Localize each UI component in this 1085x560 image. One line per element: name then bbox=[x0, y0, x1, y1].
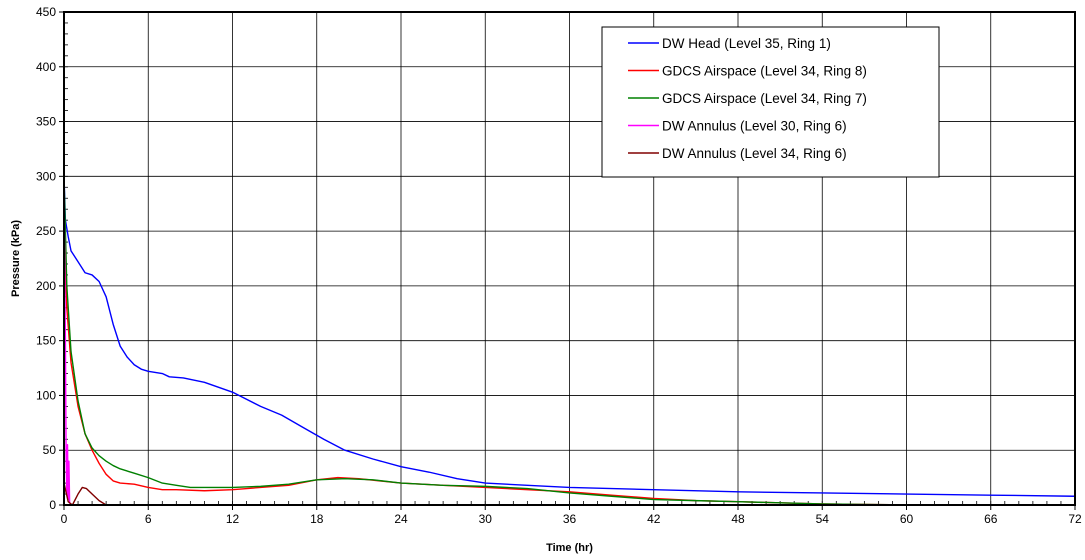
x-tick-label: 42 bbox=[647, 512, 661, 526]
y-tick-label: 250 bbox=[36, 224, 56, 238]
legend-box bbox=[601, 26, 940, 178]
y-tick-labels: 0 50 100 150 200 250 300 350 400 450 bbox=[36, 5, 56, 512]
legend-label: DW Annulus (Level 34, Ring 6) bbox=[662, 146, 847, 161]
y-tick-label: 150 bbox=[36, 334, 56, 348]
legend-label: DW Annulus (Level 30, Ring 6) bbox=[662, 119, 847, 134]
x-tick-label: 66 bbox=[984, 512, 998, 526]
series-line-5 bbox=[63, 482, 1075, 506]
series-group bbox=[63, 176, 1076, 506]
x-tick-label: 0 bbox=[61, 512, 68, 526]
legend-label: GDCS Airspace (Level 34, Ring 8) bbox=[662, 64, 867, 79]
y-tick-label: 100 bbox=[36, 388, 56, 402]
x-tick-label: 12 bbox=[226, 512, 240, 526]
x-tick-label: 60 bbox=[900, 512, 914, 526]
y-tick-label: 400 bbox=[36, 60, 56, 74]
x-tick-labels: 0 6 12 18 24 30 36 42 48 54 60 66 72 bbox=[61, 512, 1082, 526]
series-line-3 bbox=[63, 176, 1076, 506]
x-tick-label: 6 bbox=[145, 512, 152, 526]
y-axis-title: Pressure (kPa) bbox=[10, 220, 22, 297]
y-tick-label: 50 bbox=[43, 443, 57, 457]
y-tick-label: 300 bbox=[36, 169, 56, 183]
x-axis-title: Time (hr) bbox=[546, 542, 593, 554]
x-tick-label: 18 bbox=[310, 512, 324, 526]
x-tick-label: 24 bbox=[394, 512, 408, 526]
legend-label: GDCS Airspace (Level 34, Ring 7) bbox=[662, 91, 867, 106]
series-line-1 bbox=[63, 176, 1076, 497]
legend: DW Head (Level 35, Ring 1) GDCS Airspace … bbox=[601, 26, 940, 178]
legend-label: DW Head (Level 35, Ring 1) bbox=[662, 36, 831, 51]
y-tick-label: 200 bbox=[36, 279, 56, 293]
plot-frame bbox=[63, 11, 1076, 506]
y-tick-label: 350 bbox=[36, 115, 56, 129]
x-tick-label: 54 bbox=[816, 512, 830, 526]
x-tick-label: 48 bbox=[731, 512, 745, 526]
y-tick-label: 0 bbox=[49, 498, 56, 512]
x-tick-label: 36 bbox=[563, 512, 577, 526]
x-tick-label: 72 bbox=[1068, 512, 1082, 526]
x-tick-label: 30 bbox=[479, 512, 493, 526]
y-tick-label: 450 bbox=[36, 5, 56, 19]
